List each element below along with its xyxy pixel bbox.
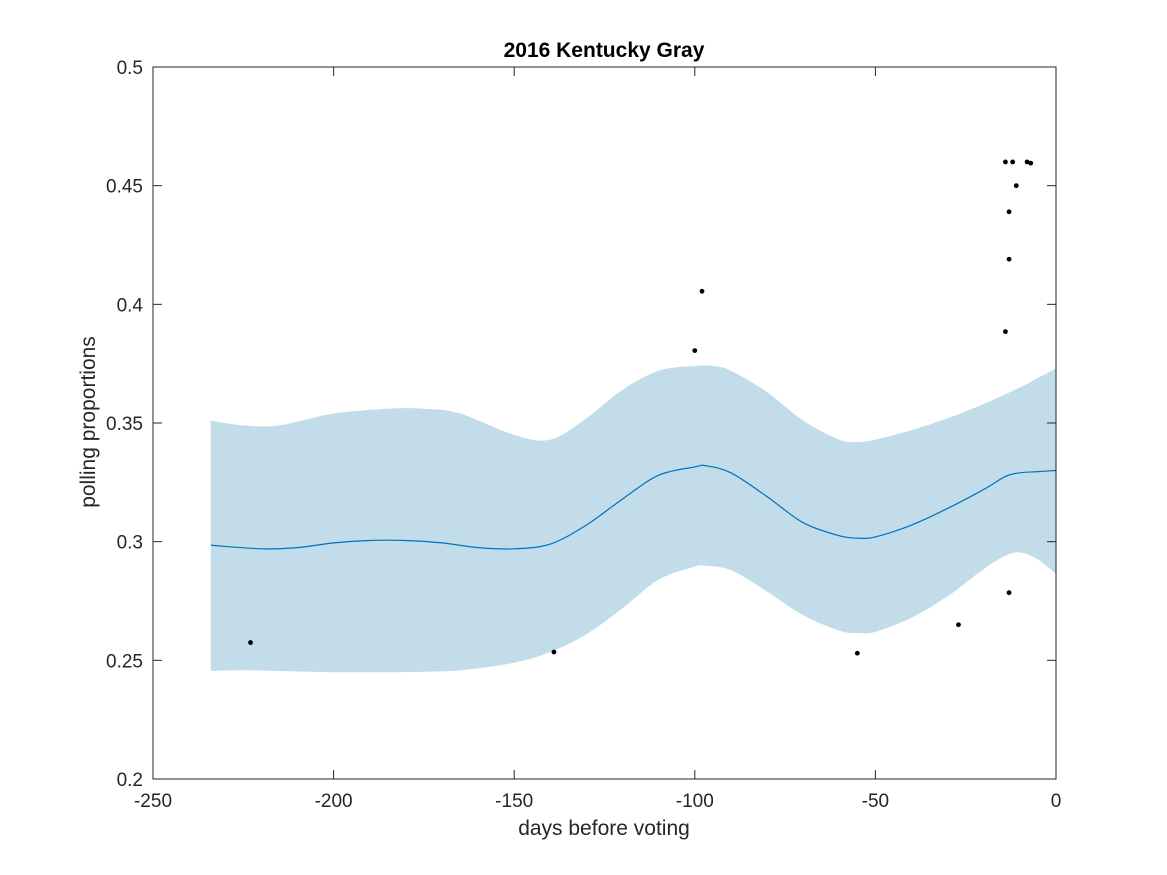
poll-point xyxy=(1003,329,1008,335)
poll-point xyxy=(248,640,253,645)
poll-point xyxy=(1024,159,1030,165)
x-tick-label: -150 xyxy=(495,791,533,812)
poll-point xyxy=(551,649,557,655)
x-tick-label: -100 xyxy=(676,791,714,812)
x-tick-label: 0 xyxy=(1051,791,1062,812)
y-tick-label: 0.25 xyxy=(106,651,143,672)
confidence-band xyxy=(210,365,1057,673)
poll-point xyxy=(1006,590,1012,596)
poll-point xyxy=(1013,183,1019,189)
y-tick-label: 0.5 xyxy=(117,58,143,79)
x-tick-label: -200 xyxy=(315,791,353,812)
poll-point xyxy=(1006,209,1012,215)
mean-line xyxy=(210,464,1057,550)
chart-title: 2016 Kentucky Gray xyxy=(504,39,705,62)
poll-point xyxy=(699,288,705,294)
poll-point xyxy=(692,348,698,354)
poll-point xyxy=(1028,160,1034,166)
y-axis-label: polling proportions xyxy=(77,336,100,508)
poll-point xyxy=(1003,159,1008,165)
poll-point xyxy=(854,650,860,656)
y-tick-label: 0.45 xyxy=(106,177,143,198)
y-tick-label: 0.4 xyxy=(117,295,144,316)
plot-area xyxy=(210,159,1057,673)
poll-point xyxy=(956,622,961,628)
x-tick-label: -50 xyxy=(862,791,889,812)
poll-point xyxy=(1006,256,1012,262)
poll-point xyxy=(1010,159,1016,165)
y-tick-label: 0.3 xyxy=(117,533,143,554)
y-tick-label: 0.2 xyxy=(117,770,143,791)
x-axis-label: days before voting xyxy=(518,817,690,840)
y-tick-label: 0.35 xyxy=(106,414,143,435)
x-tick-label: -250 xyxy=(134,791,172,812)
axes: -250 -200 -150 -100 -50 0 0.2 0.25 0.3 0.35 0.4 0.4… xyxy=(106,58,1061,812)
